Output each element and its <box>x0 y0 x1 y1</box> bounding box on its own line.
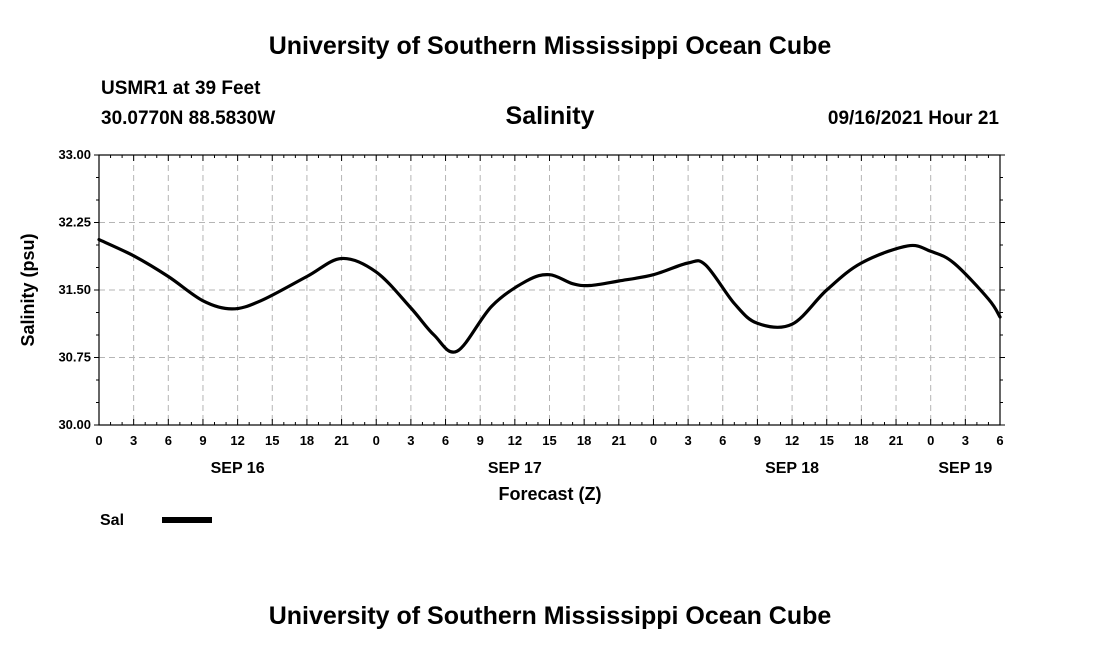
x-tick-label: 6 <box>442 433 449 448</box>
axis-tick-labels: 0 3 6 9 12 15 18 21 0 3 6 9 12 15 18 21 0 3 6 9 12 15 18 21 0 3 6 3… <box>58 147 1003 477</box>
date-label: SEP 16 <box>211 460 265 477</box>
x-tick-label: 12 <box>230 433 244 448</box>
location-label: 30.0770N 88.5830W <box>101 108 275 129</box>
date-label: SEP 18 <box>765 460 819 477</box>
y-tick-label: 33.00 <box>58 147 91 162</box>
x-tick-label: 3 <box>684 433 691 448</box>
x-tick-label: 18 <box>577 433 591 448</box>
chart-title: University of Southern Mississippi Ocean… <box>269 32 832 60</box>
y-tick-label: 32.25 <box>58 215 91 230</box>
footer-title: University of Southern Mississippi Ocean… <box>269 602 832 630</box>
chart-subtitle: Salinity <box>506 102 595 130</box>
x-tick-label: 0 <box>650 433 657 448</box>
x-tick-label: 3 <box>407 433 414 448</box>
x-tick-label: 15 <box>819 433 833 448</box>
y-tick-label: 30.00 <box>58 417 91 432</box>
x-tick-label: 0 <box>927 433 934 448</box>
x-tick-label: 3 <box>130 433 137 448</box>
x-tick-label: 0 <box>95 433 102 448</box>
y-tick-label: 31.50 <box>58 282 91 297</box>
x-tick-label: 3 <box>962 433 969 448</box>
x-tick-label: 15 <box>265 433 279 448</box>
x-tick-label: 18 <box>300 433 314 448</box>
x-axis-label: Forecast (Z) <box>498 484 601 504</box>
date-label: SEP 17 <box>488 460 542 477</box>
x-tick-label: 6 <box>719 433 726 448</box>
x-tick-label: 12 <box>508 433 522 448</box>
plot-frame <box>98 154 1001 426</box>
y-axis-label: Salinity (psu) <box>18 233 38 346</box>
x-tick-label: 9 <box>754 433 761 448</box>
grid <box>99 155 1000 425</box>
x-tick-label: 12 <box>785 433 799 448</box>
x-tick-label: 9 <box>477 433 484 448</box>
x-tick-label: 0 <box>373 433 380 448</box>
x-tick-label: 15 <box>542 433 556 448</box>
x-tick-label: 6 <box>165 433 172 448</box>
date-label: SEP 19 <box>938 460 992 477</box>
x-tick-label: 9 <box>199 433 206 448</box>
legend-label: Sal <box>100 512 124 529</box>
issued-label: 09/16/2021 Hour 21 <box>828 108 1000 129</box>
x-tick-label: 21 <box>334 433 348 448</box>
y-tick-label: 30.75 <box>58 350 91 365</box>
x-tick-label: 18 <box>854 433 868 448</box>
x-tick-label: 6 <box>996 433 1003 448</box>
station-label: USMR1 at 39 Feet <box>101 78 261 99</box>
x-tick-label: 21 <box>612 433 626 448</box>
salinity-series-line <box>97 238 1002 354</box>
x-tick-label: 21 <box>889 433 903 448</box>
